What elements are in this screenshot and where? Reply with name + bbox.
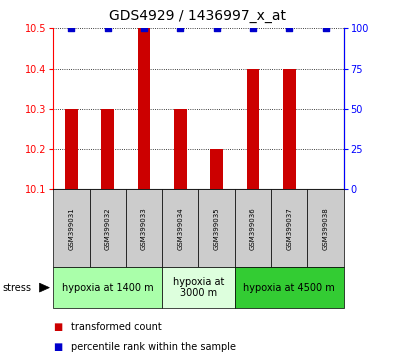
Point bbox=[141, 25, 147, 31]
Text: ■: ■ bbox=[53, 322, 62, 332]
Text: hypoxia at
3000 m: hypoxia at 3000 m bbox=[173, 277, 224, 298]
Point bbox=[68, 25, 75, 31]
Bar bbox=[138, 28, 150, 189]
Text: ■: ■ bbox=[53, 342, 62, 352]
Text: GSM399036: GSM399036 bbox=[250, 207, 256, 250]
Text: GSM399037: GSM399037 bbox=[286, 207, 292, 250]
Point bbox=[213, 25, 220, 31]
Point bbox=[250, 25, 256, 31]
Point bbox=[322, 25, 329, 31]
Bar bbox=[246, 69, 259, 189]
Text: hypoxia at 1400 m: hypoxia at 1400 m bbox=[62, 282, 154, 293]
Text: percentile rank within the sample: percentile rank within the sample bbox=[71, 342, 236, 352]
Text: hypoxia at 4500 m: hypoxia at 4500 m bbox=[243, 282, 335, 293]
Point bbox=[177, 25, 184, 31]
Bar bbox=[174, 109, 187, 189]
Text: GSM399038: GSM399038 bbox=[322, 207, 329, 250]
Polygon shape bbox=[40, 283, 49, 292]
Text: transformed count: transformed count bbox=[71, 322, 162, 332]
Text: GDS4929 / 1436997_x_at: GDS4929 / 1436997_x_at bbox=[109, 9, 286, 23]
Text: stress: stress bbox=[2, 282, 31, 293]
Text: GSM399033: GSM399033 bbox=[141, 207, 147, 250]
Bar bbox=[65, 109, 78, 189]
Bar bbox=[283, 69, 295, 189]
Bar bbox=[102, 109, 114, 189]
Text: GSM399032: GSM399032 bbox=[105, 207, 111, 250]
Point bbox=[105, 25, 111, 31]
Text: GSM399035: GSM399035 bbox=[214, 207, 220, 250]
Point bbox=[286, 25, 292, 31]
Text: GSM399031: GSM399031 bbox=[68, 207, 75, 250]
Text: GSM399034: GSM399034 bbox=[177, 207, 183, 250]
Bar bbox=[210, 149, 223, 189]
